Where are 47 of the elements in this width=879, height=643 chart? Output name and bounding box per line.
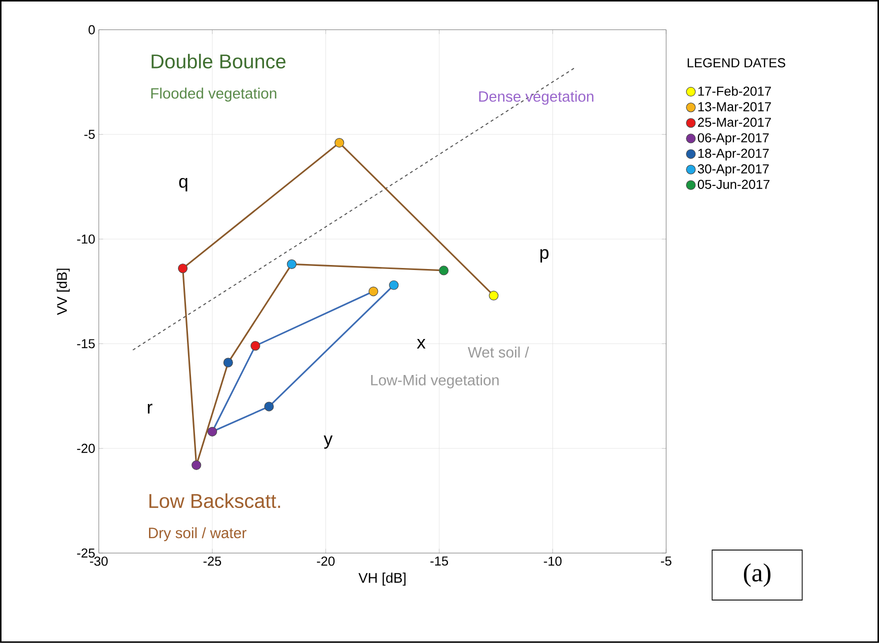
annotation: Wet soil /: [468, 346, 529, 358]
x-tick-label: -5: [660, 556, 672, 566]
x-tick-label: -10: [544, 556, 562, 566]
annotation: Low-Mid vegetation: [371, 374, 499, 388]
point: [250, 341, 260, 351]
point: [207, 426, 218, 437]
legend-label: 13-Mar-2017: [698, 102, 771, 112]
annotation: q: [179, 178, 188, 192]
annotation: Dense vegetation: [479, 90, 594, 105]
annotation: Dry soil / water: [149, 527, 246, 542]
legend-label: 05-Jun-2017: [698, 180, 770, 190]
point: [192, 460, 202, 470]
point: [286, 259, 297, 270]
legend-label: 06-Apr-2017: [698, 133, 769, 146]
point: [488, 290, 498, 300]
annotation: p: [540, 249, 548, 263]
legend-title: LEGEND DATES: [688, 58, 786, 68]
y-tick-label: -10: [77, 234, 95, 244]
x-tick-label: -20: [316, 556, 335, 566]
point: [334, 138, 344, 148]
annotation: x: [416, 339, 426, 349]
annotation: Low Backscatt.: [149, 493, 280, 508]
annotation: Flooded vegetation: [151, 88, 276, 102]
x-tick-label: -15: [430, 556, 448, 566]
legend-label: 25-Mar-2017: [698, 118, 771, 127]
x-axis-title: VH [dB]: [358, 572, 406, 586]
annotation: y: [324, 436, 333, 449]
annotation: r: [148, 404, 152, 414]
y-tick-label: -20: [77, 444, 95, 454]
legend-label: 30-Apr-2017: [698, 164, 769, 176]
point: [223, 358, 233, 368]
annotation: Double Bounce: [152, 54, 286, 69]
point: [368, 286, 378, 296]
x-tick-label: -25: [203, 556, 222, 566]
y-tick-label: -15: [77, 339, 95, 348]
point: [264, 402, 274, 412]
text: (a): [744, 563, 770, 587]
point: [178, 264, 188, 274]
legend-label: 17-Feb-2017: [698, 86, 771, 96]
point: [438, 266, 449, 276]
legend-label: 18-Apr-2017: [698, 148, 769, 161]
y-axis-title: VV [dB]: [56, 268, 70, 316]
y-tick-label: 0: [88, 25, 95, 34]
y-tick-label: -5: [84, 130, 95, 139]
x-tick-label: -30: [90, 556, 108, 566]
point: [389, 280, 399, 290]
y-tick-label: -25: [77, 548, 95, 558]
